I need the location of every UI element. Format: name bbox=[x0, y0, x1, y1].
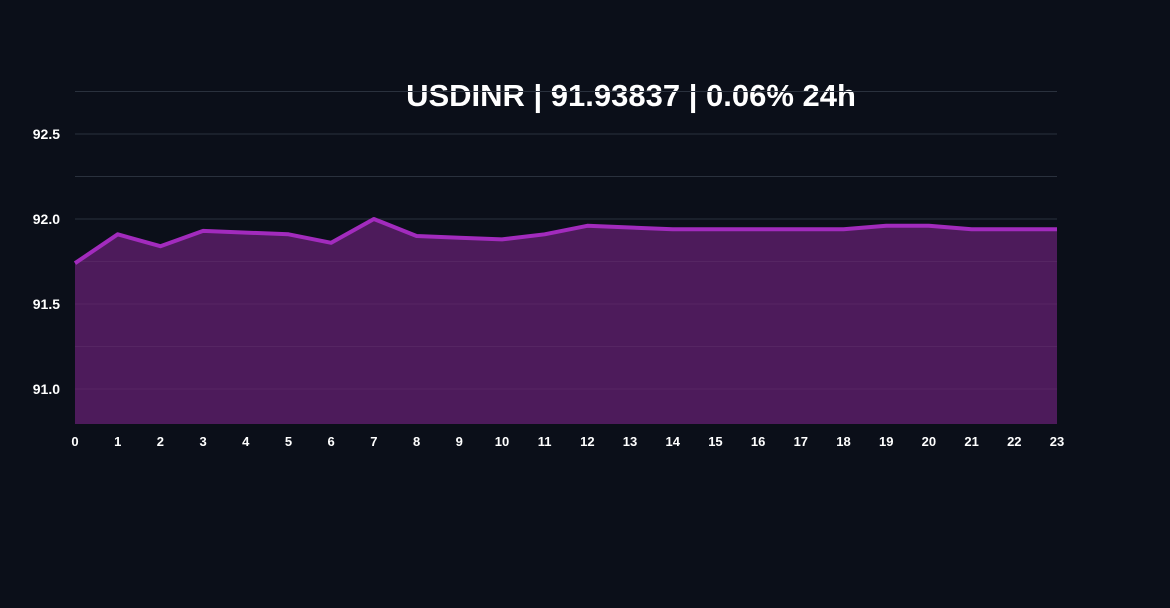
y-axis: 91.0 91.5 92.0 92.5 bbox=[33, 126, 60, 397]
y-tick-label: 91.0 bbox=[33, 381, 60, 397]
x-tick-label: 3 bbox=[199, 434, 206, 449]
x-tick-label: 10 bbox=[495, 434, 509, 449]
y-tick-label: 92.0 bbox=[33, 211, 60, 227]
x-tick-label: 7 bbox=[370, 434, 377, 449]
x-tick-label: 22 bbox=[1007, 434, 1021, 449]
x-tick-label: 11 bbox=[538, 434, 552, 449]
grid-lines-over-fill bbox=[75, 91, 1057, 390]
x-tick-label: 6 bbox=[328, 434, 335, 449]
x-tick-label: 18 bbox=[836, 434, 850, 449]
x-tick-label: 1 bbox=[114, 434, 121, 449]
x-tick-label: 5 bbox=[285, 434, 292, 449]
x-tick-label: 19 bbox=[879, 434, 893, 449]
x-tick-label: 12 bbox=[580, 434, 594, 449]
x-tick-label: 2 bbox=[157, 434, 164, 449]
x-tick-label: 16 bbox=[751, 434, 765, 449]
area-fill bbox=[75, 219, 1057, 424]
x-tick-label: 21 bbox=[964, 434, 978, 449]
x-tick-label: 23 bbox=[1050, 434, 1064, 449]
x-tick-label: 8 bbox=[413, 434, 420, 449]
x-tick-label: 20 bbox=[922, 434, 936, 449]
x-tick-label: 14 bbox=[666, 434, 681, 449]
x-tick-label: 0 bbox=[71, 434, 78, 449]
chart-title: USDINR | 91.93837 | 0.06% 24h bbox=[406, 78, 856, 113]
y-tick-label: 92.5 bbox=[33, 126, 60, 142]
x-tick-label: 9 bbox=[456, 434, 463, 449]
x-axis: 0 1 2 3 4 5 6 7 8 9 10 11 12 13 14 15 16 17 18 19 20 21 22 23 bbox=[71, 434, 1064, 449]
x-tick-label: 13 bbox=[623, 434, 637, 449]
price-line bbox=[73, 217, 1057, 265]
x-tick-label: 15 bbox=[708, 434, 722, 449]
x-tick-label: 17 bbox=[794, 434, 808, 449]
x-tick-label: 4 bbox=[242, 434, 250, 449]
y-tick-label: 91.5 bbox=[33, 296, 60, 312]
